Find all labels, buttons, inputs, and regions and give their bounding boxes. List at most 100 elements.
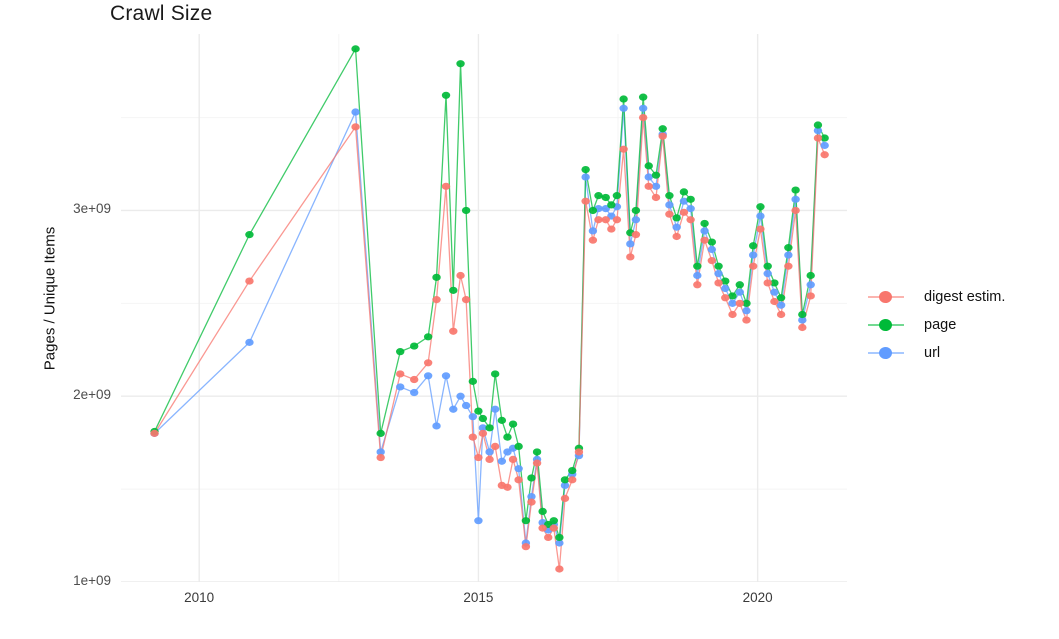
data-point [474, 453, 483, 462]
data-point [638, 93, 648, 101]
data-point [798, 316, 807, 324]
data-point [679, 188, 689, 196]
data-point [396, 348, 405, 356]
plot-area [121, 34, 847, 582]
data-point [549, 517, 559, 525]
data-point [638, 104, 648, 112]
data-point [456, 392, 465, 400]
data-point [527, 492, 536, 501]
data-point [351, 108, 360, 116]
data-point [776, 294, 786, 302]
y-tick-label: 3e+09 [73, 201, 111, 217]
data-point [686, 216, 695, 224]
data-point [409, 388, 419, 397]
data-point [658, 132, 667, 140]
data-point [568, 476, 577, 484]
data-point [714, 279, 723, 287]
data-point [588, 206, 598, 215]
data-point [490, 442, 500, 450]
legend-item[interactable]: url [866, 339, 1051, 367]
data-point [763, 262, 772, 270]
data-point [581, 166, 590, 174]
data-point [672, 214, 681, 222]
legend-key-icon [866, 342, 906, 364]
data-point [461, 401, 471, 410]
data-point [721, 284, 730, 293]
data-point [742, 299, 751, 307]
data-point [423, 333, 433, 341]
data-point [560, 494, 570, 503]
data-point [784, 244, 793, 252]
data-point [485, 448, 494, 456]
data-point [820, 151, 829, 159]
data-point [478, 429, 488, 437]
data-point [560, 476, 570, 484]
data-point [665, 192, 674, 200]
data-point [601, 193, 610, 202]
data-point [626, 240, 635, 248]
data-point [763, 270, 772, 278]
data-point [644, 162, 653, 170]
data-point [784, 251, 793, 259]
data-point [549, 524, 559, 532]
data-point [508, 455, 518, 463]
data-point [588, 227, 598, 235]
data-point [521, 517, 531, 525]
data-point [728, 310, 737, 319]
legend-item[interactable]: page [866, 311, 1051, 339]
data-point [770, 297, 779, 306]
data-point [376, 429, 385, 437]
data-point [497, 416, 507, 424]
data-point [461, 206, 471, 215]
data-point [456, 271, 465, 280]
data-point [644, 173, 653, 181]
chart-title: Crawl Size [110, 2, 213, 25]
data-point [707, 238, 717, 246]
data-point [651, 193, 661, 202]
data-point [820, 141, 829, 150]
data-point [594, 216, 603, 224]
data-point [693, 262, 702, 270]
data-point [806, 292, 815, 300]
data-point [672, 223, 681, 231]
data-point [441, 372, 451, 380]
data-point [478, 414, 488, 423]
data-point [707, 257, 717, 265]
data-point [581, 173, 590, 181]
data-point [544, 533, 553, 542]
data-point [798, 323, 807, 332]
series-line-url [153, 107, 826, 544]
data-point [376, 448, 385, 456]
data-point [756, 203, 765, 211]
data-point [700, 219, 709, 228]
data-point [150, 429, 159, 437]
data-point [527, 474, 536, 482]
data-point [665, 210, 674, 218]
data-point [396, 383, 405, 391]
legend-item[interactable]: digest estim. [866, 283, 1051, 311]
data-point [449, 405, 458, 413]
legend-dot-icon [879, 291, 892, 303]
data-point [478, 424, 488, 432]
legend-key-icon [866, 286, 906, 308]
data-point [461, 296, 471, 304]
data-point [791, 195, 800, 203]
data-point [532, 459, 542, 467]
data-point [514, 465, 523, 473]
data-point [423, 359, 433, 367]
data-point [612, 192, 622, 200]
data-point [813, 121, 823, 129]
data-point [532, 448, 542, 456]
data-point [503, 483, 512, 491]
data-point [806, 271, 815, 280]
data-point [784, 262, 793, 270]
data-point [409, 342, 419, 350]
legend-label: url [924, 345, 941, 361]
data-point [468, 413, 478, 421]
data-point [813, 134, 823, 142]
data-point [714, 270, 723, 278]
data-point [521, 543, 531, 551]
data-point [763, 279, 772, 287]
data-point [700, 227, 709, 235]
